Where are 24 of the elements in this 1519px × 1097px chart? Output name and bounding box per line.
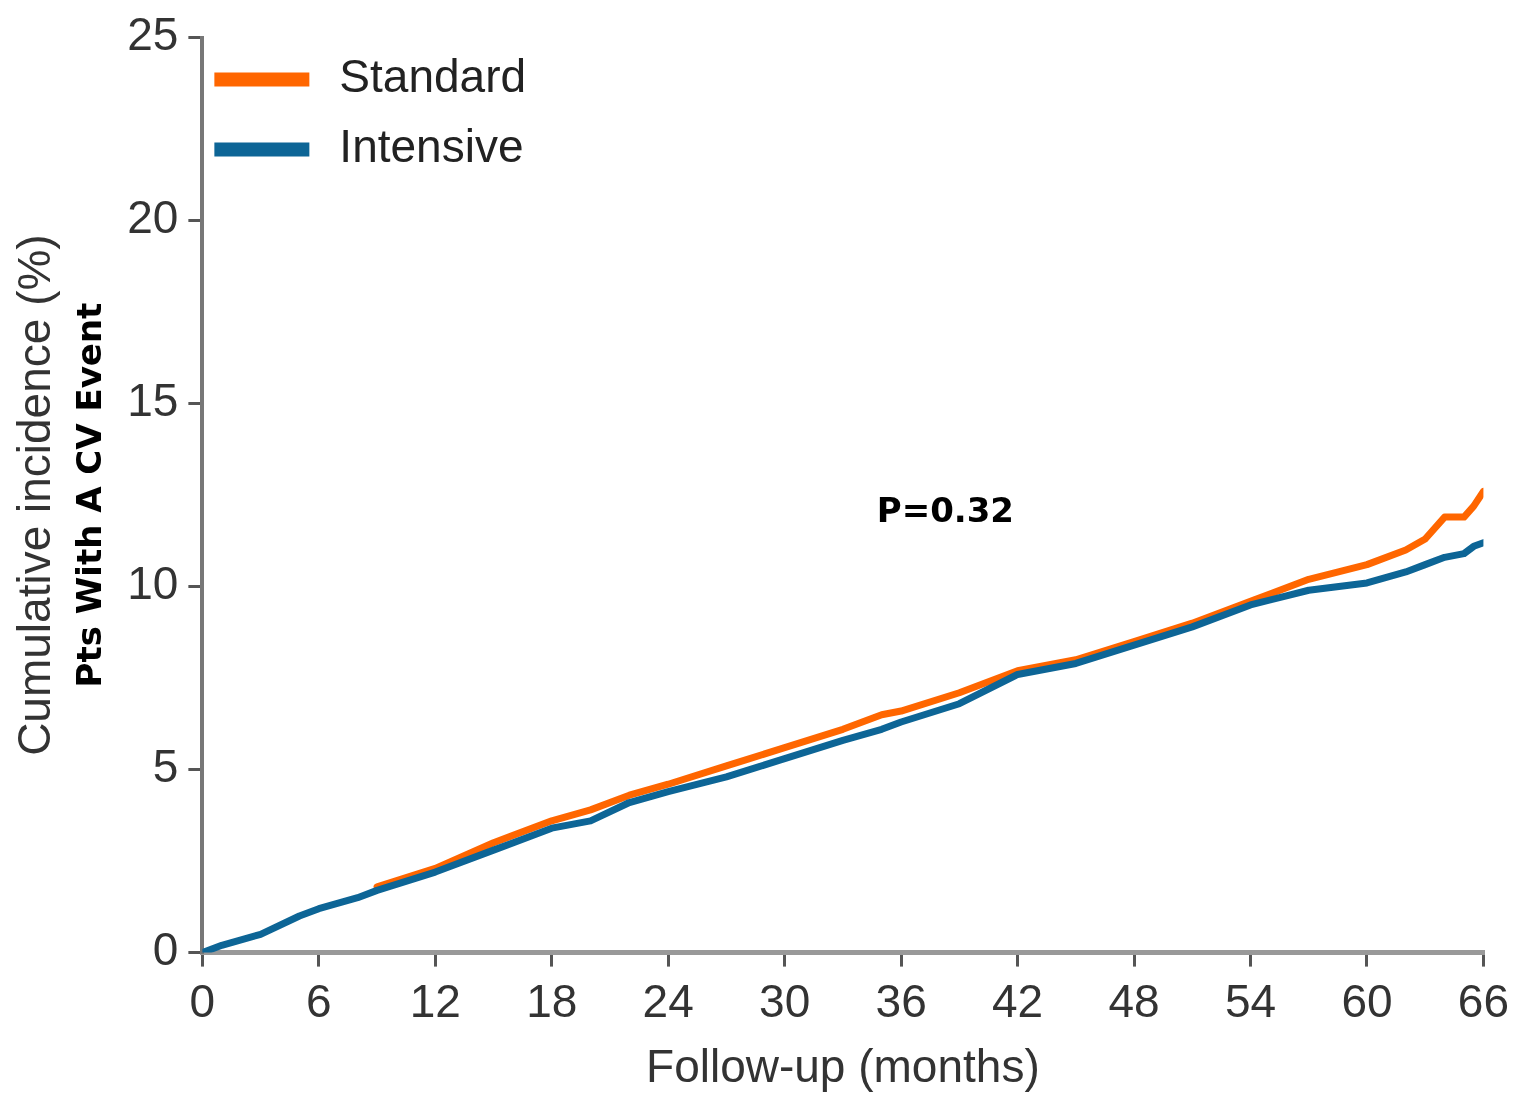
x-tick-label: 60	[1341, 974, 1393, 1027]
y-tick-label: 20	[127, 191, 179, 244]
x-tick-label: 30	[759, 974, 811, 1027]
y-tick-label: 25	[127, 8, 179, 61]
y-tick-label: 15	[127, 374, 179, 427]
text: Pts With A CV Event	[68, 302, 109, 688]
legend-label: Intensive	[339, 120, 524, 173]
y-axis-title: Cumulative incidence (%)	[8, 234, 61, 756]
x-axis-title: Follow-up (months)	[646, 1040, 1040, 1093]
x-tick-label: 6	[306, 974, 332, 1027]
annotation: P=0.32	[876, 490, 1015, 531]
x-tick-label: 36	[875, 974, 927, 1027]
x-tick-label: 24	[642, 974, 694, 1027]
x-tick-label: 66	[1457, 974, 1509, 1027]
x-tick-label: 18	[526, 974, 578, 1027]
x-tick-label: 12	[409, 974, 461, 1027]
y-tick-label: 0	[152, 923, 179, 976]
legend-label: Standard	[339, 50, 527, 103]
y-tick-label: 5	[152, 740, 179, 793]
y-tick-label: 10	[127, 557, 179, 610]
x-tick-label: 48	[1108, 974, 1160, 1027]
x-tick-label: 42	[991, 974, 1044, 1027]
x-tick-label: 54	[1224, 974, 1277, 1027]
x-tick-label: 0	[189, 974, 216, 1027]
